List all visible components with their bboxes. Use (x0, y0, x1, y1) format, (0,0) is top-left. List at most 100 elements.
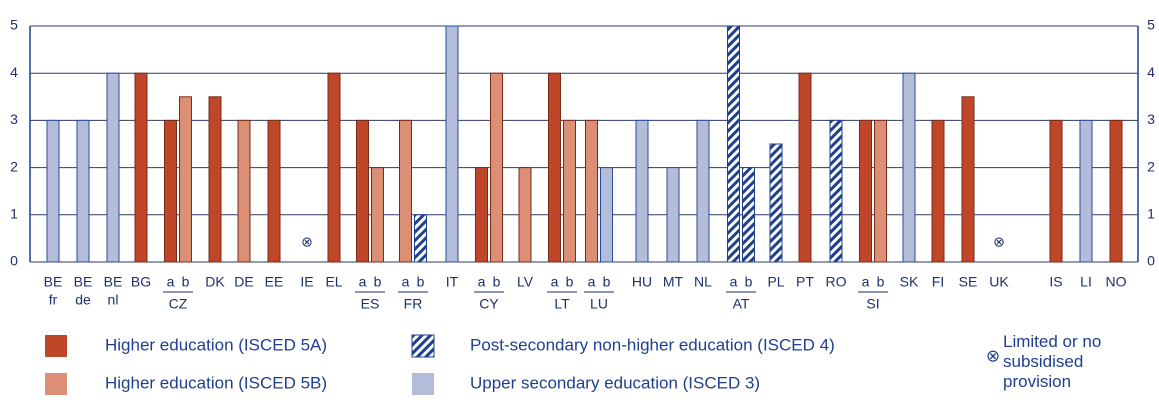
x-tick-label: EL (325, 274, 342, 290)
x-tick-label: IS (1049, 274, 1062, 290)
x-tick-label: AT (733, 296, 750, 312)
y2-tick-label: 4 (1147, 64, 1155, 80)
bar (371, 167, 384, 263)
sub-bar-label: a (167, 274, 175, 290)
bar (600, 167, 613, 263)
bar (548, 72, 561, 263)
sub-bar-label: a (862, 274, 870, 290)
bar (267, 119, 281, 263)
y-tick-label: 0 (10, 253, 18, 269)
x-tick-label: BE (44, 274, 63, 290)
x-tick-label: SK (900, 274, 919, 290)
sub-bar-label: b (417, 274, 425, 290)
legend-label: Post-secondary non-higher education (ISC… (470, 335, 835, 354)
x-tick-label: EE (265, 274, 284, 290)
bar (399, 119, 412, 263)
no-provision-label: Limited or no subsidised provision (1003, 332, 1102, 391)
bar (106, 72, 120, 263)
bar (1049, 119, 1063, 263)
y2-tick-label: 5 (1147, 17, 1155, 33)
y2-tick-label: 2 (1147, 158, 1155, 174)
x-tick-label: NO (1106, 274, 1127, 290)
x-tick-label: SI (866, 296, 879, 312)
sub-bar-label: b (603, 274, 611, 290)
bar (356, 119, 369, 263)
sub-bar-label: a (730, 274, 738, 290)
legend-label: Higher education (ISCED 5A) (105, 335, 327, 354)
x-tick-label: DE (234, 274, 253, 290)
x-tick-label: SE (959, 274, 978, 290)
x-tick-sublabel: de (75, 292, 91, 308)
x-tick-label: LT (554, 296, 570, 312)
x-tick-label: LI (1080, 274, 1092, 290)
legend-swatch (45, 373, 67, 395)
y2-tick-label: 0 (1147, 253, 1155, 269)
legend-label: Higher education (ISCED 5B) (105, 373, 327, 392)
x-tick-label: RO (826, 274, 847, 290)
bar (475, 167, 488, 263)
x-tick-label: PL (767, 274, 784, 290)
y2-tick-label: 3 (1147, 111, 1155, 127)
bar (742, 167, 755, 263)
bar (931, 119, 945, 263)
sub-bar-label: b (182, 274, 190, 290)
no-provision-symbol: ⊗ (993, 234, 1005, 250)
y2-tick-label: 1 (1147, 206, 1155, 222)
bar (563, 119, 576, 263)
bar (237, 119, 251, 263)
bar (164, 119, 177, 263)
legend-swatch (45, 335, 67, 357)
bar (414, 214, 427, 263)
bar (76, 119, 90, 263)
bar (445, 25, 459, 263)
x-tick-label: BE (74, 274, 93, 290)
sub-bar-label: a (478, 274, 486, 290)
sub-bar-label: a (359, 274, 367, 290)
x-tick-label: CY (479, 296, 499, 312)
x-tick-label: HU (632, 274, 652, 290)
x-tick-label: IT (446, 274, 459, 290)
bar (518, 167, 532, 263)
x-tick-label: LU (590, 296, 608, 312)
bar (902, 72, 916, 263)
y-tick-label: 4 (10, 64, 18, 80)
x-tick-label: BG (131, 274, 151, 290)
sub-bar-label: b (374, 274, 382, 290)
y-tick-label: 2 (10, 158, 18, 174)
bar (46, 119, 60, 263)
x-tick-label: UK (989, 274, 1009, 290)
bar (1109, 119, 1123, 263)
x-tick-label: CZ (169, 296, 188, 312)
bar (134, 72, 148, 263)
bar (490, 72, 503, 263)
sub-bar-label: a (551, 274, 559, 290)
bar (727, 25, 740, 263)
bar (829, 119, 843, 263)
bar (208, 96, 222, 263)
y-tick-label: 1 (10, 206, 18, 222)
sub-bar-label: b (745, 274, 753, 290)
legend-label: Upper secondary education (ISCED 3) (470, 373, 760, 392)
bar (179, 96, 192, 263)
x-tick-sublabel: fr (49, 292, 58, 308)
bar (874, 119, 887, 263)
bar (961, 96, 975, 263)
bar (798, 72, 812, 263)
bar (635, 119, 649, 263)
sub-bar-label: b (493, 274, 501, 290)
x-tick-label: ES (361, 296, 380, 312)
x-tick-label: FI (932, 274, 944, 290)
legend-symbol: ⊗ (986, 346, 1000, 365)
bar (696, 119, 710, 263)
no-provision-symbol: ⊗ (301, 234, 313, 250)
y-tick-label: 5 (10, 17, 18, 33)
x-tick-label: IE (300, 274, 313, 290)
bar (1079, 119, 1093, 263)
y-tick-label: 3 (10, 111, 18, 127)
sub-bar-label: a (402, 274, 410, 290)
x-tick-label: DK (205, 274, 225, 290)
sub-bar-label: b (566, 274, 574, 290)
x-tick-label: NL (694, 274, 712, 290)
